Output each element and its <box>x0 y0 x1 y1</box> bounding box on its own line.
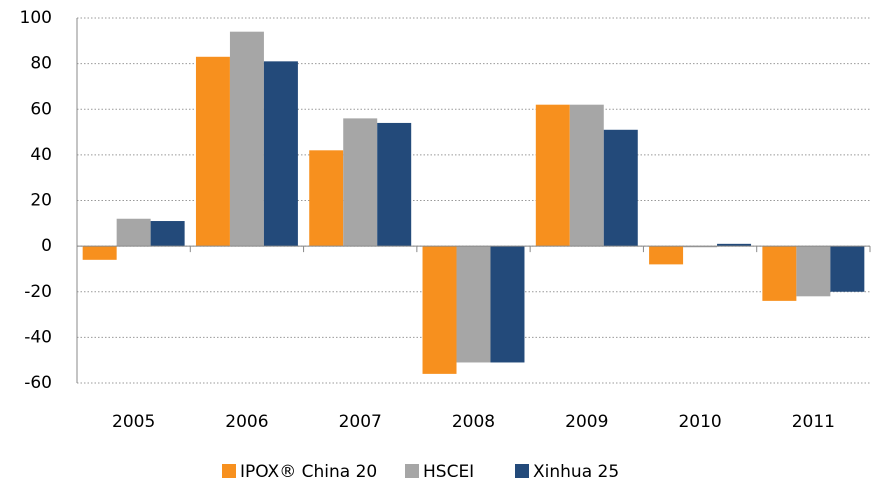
bar <box>569 104 604 247</box>
y-tick-label: 20 <box>30 191 52 211</box>
bar <box>150 221 185 247</box>
bar <box>830 246 865 292</box>
y-tick-label: 40 <box>30 145 52 165</box>
legend-swatch <box>222 464 236 478</box>
y-tick-label: 60 <box>30 99 52 119</box>
x-tick-label: 2006 <box>225 412 268 432</box>
bar <box>535 104 570 247</box>
y-tick-label: -60 <box>24 373 52 393</box>
bar <box>195 56 230 247</box>
bar <box>456 246 491 363</box>
y-tick-label: -20 <box>24 282 52 302</box>
bar <box>422 246 457 374</box>
bar <box>649 246 684 265</box>
legend-swatch <box>515 464 529 478</box>
y-tick-label: 100 <box>20 8 52 28</box>
legend-label: Xinhua 25 <box>533 462 619 482</box>
legend-label: HSCEI <box>423 462 474 482</box>
bar <box>82 246 117 260</box>
legend-label: IPOX® China 20 <box>240 462 377 482</box>
bar <box>796 246 831 297</box>
y-tick-label: 0 <box>41 236 52 256</box>
bar <box>343 118 378 247</box>
x-tick-label: 2007 <box>339 412 382 432</box>
x-tick-label: 2008 <box>452 412 495 432</box>
x-tick-label: 2009 <box>565 412 608 432</box>
bar <box>603 129 638 247</box>
legend-swatch <box>405 464 419 478</box>
bar <box>683 246 718 248</box>
bar <box>717 243 752 247</box>
bar <box>116 218 151 247</box>
bar <box>377 122 412 247</box>
x-tick-label: 2011 <box>792 412 835 432</box>
bar <box>762 246 797 301</box>
bar <box>229 31 264 247</box>
y-tick-label: -40 <box>24 327 52 347</box>
x-tick-label: 2010 <box>678 412 721 432</box>
bar <box>309 150 344 247</box>
bar <box>263 61 298 247</box>
y-tick-label: 80 <box>30 54 52 74</box>
bar <box>490 246 525 363</box>
x-tick-label: 2005 <box>112 412 155 432</box>
